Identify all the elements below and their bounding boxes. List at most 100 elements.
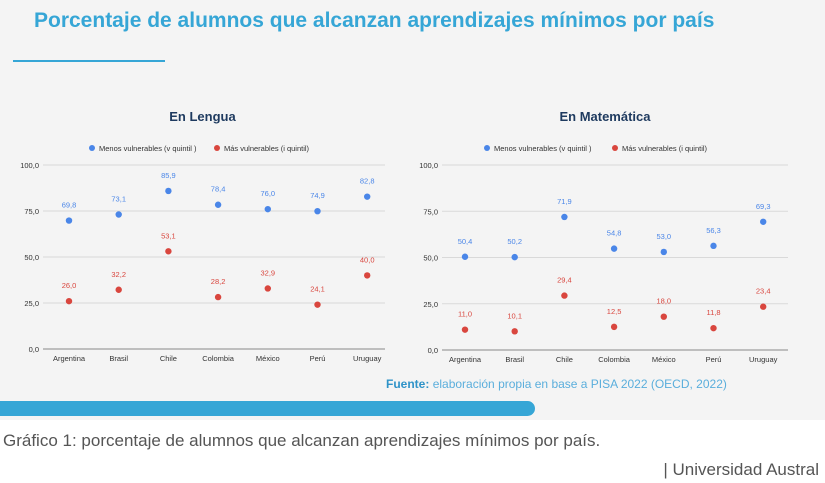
data-point — [760, 218, 767, 225]
x-tick-label: Argentina — [449, 355, 482, 364]
data-label: 53,0 — [656, 232, 671, 241]
source-text: elaboración propia en base a PISA 2022 (… — [432, 377, 727, 391]
x-tick-label: Uruguay — [353, 354, 382, 363]
x-tick-label: Perú — [706, 355, 722, 364]
y-tick-label: 75,0 — [24, 207, 39, 216]
data-label: 56,3 — [706, 226, 721, 235]
data-point — [660, 248, 667, 256]
legend-label-1: Menos vulnerables (v quintil ) — [494, 144, 592, 153]
data-label: 40,0 — [360, 255, 375, 264]
data-point — [461, 326, 469, 333]
y-tick-label: 0,0 — [428, 346, 438, 355]
legend-marker-2 — [214, 145, 220, 151]
data-label: 53,1 — [161, 231, 176, 240]
data-label: 82,8 — [360, 177, 375, 186]
data-point — [214, 201, 222, 208]
x-tick-label: México — [652, 355, 676, 364]
data-label: 54,8 — [607, 229, 622, 238]
data-point — [610, 245, 618, 252]
x-tick-label: México — [256, 354, 280, 363]
y-tick-label: 50,0 — [423, 254, 438, 263]
data-label: 73,1 — [111, 194, 126, 203]
legend-marker-2 — [612, 145, 618, 151]
x-tick-label: Argentina — [53, 354, 86, 363]
x-tick-label: Uruguay — [749, 355, 778, 364]
data-label: 32,9 — [260, 268, 275, 277]
y-tick-label: 75,0 — [423, 207, 438, 216]
data-point — [610, 323, 618, 331]
data-point — [314, 301, 321, 308]
data-point — [165, 248, 172, 255]
legend-label-2: Más vulnerables (i quintil) — [224, 144, 310, 153]
data-label: 50,2 — [507, 237, 522, 246]
x-tick-label: Colombia — [202, 354, 235, 363]
x-tick-label: Brasil — [109, 354, 128, 363]
data-label: 50,4 — [458, 237, 473, 246]
data-point — [65, 297, 73, 305]
data-point — [364, 193, 371, 200]
data-label: 11,8 — [706, 308, 720, 317]
data-point — [660, 313, 667, 320]
data-label: 18,0 — [656, 297, 671, 306]
data-label: 28,2 — [211, 277, 226, 286]
data-label: 29,4 — [557, 276, 572, 285]
legend-marker-1 — [484, 145, 490, 151]
data-label: 23,4 — [756, 287, 771, 296]
data-label: 24,1 — [310, 285, 325, 294]
data-point — [364, 272, 371, 279]
data-label: 69,3 — [756, 202, 771, 211]
legend-label-2: Más vulnerables (i quintil) — [622, 144, 708, 153]
data-point — [115, 211, 122, 218]
y-tick-label: 25,0 — [24, 299, 39, 308]
data-label: 12,5 — [607, 307, 622, 316]
data-label: 11,0 — [458, 310, 472, 319]
chart-lengua: En Lengua Menos vulnerables (v quintil ) M… — [20, 109, 385, 363]
data-point — [561, 213, 568, 221]
main-title: Porcentaje de alumnos que alcanzan apren… — [34, 9, 715, 32]
data-point — [115, 286, 122, 293]
data-label: 32,2 — [111, 270, 126, 279]
source-note: Fuente: elaboración propia en base a PIS… — [386, 377, 727, 391]
title-underline — [13, 60, 165, 62]
data-label: 71,9 — [557, 197, 572, 206]
data-point — [511, 253, 518, 261]
data-point — [710, 324, 717, 332]
data-point — [561, 292, 568, 299]
data-label: 26,0 — [62, 281, 77, 290]
source-label: Fuente: — [386, 377, 430, 391]
data-point — [65, 217, 73, 224]
data-point — [710, 242, 717, 250]
chart-title: En Lengua — [169, 109, 236, 124]
y-tick-label: 50,0 — [24, 253, 39, 262]
data-point — [511, 328, 518, 335]
chart-matematica: En Matemática Menos vulnerables (v quinti… — [419, 109, 788, 364]
chart-title: En Matemática — [559, 109, 651, 124]
data-label: 10,1 — [507, 311, 522, 320]
x-tick-label: Colombia — [598, 355, 631, 364]
legend-label-1: Menos vulnerables (v quintil ) — [99, 144, 197, 153]
x-tick-label: Chile — [556, 355, 573, 364]
y-tick-label: 0,0 — [29, 345, 39, 354]
data-label: 74,9 — [310, 191, 325, 200]
legend-marker-1 — [89, 145, 95, 151]
data-label: 69,8 — [62, 201, 77, 210]
infographic: Porcentaje de alumnos que alcanzan apren… — [0, 0, 825, 420]
data-label: 78,4 — [211, 185, 226, 194]
data-point — [314, 207, 321, 215]
y-tick-label: 100,0 — [20, 161, 39, 170]
y-tick-label: 25,0 — [423, 300, 438, 309]
data-label: 76,0 — [260, 189, 275, 198]
x-tick-label: Brasil — [505, 355, 524, 364]
x-tick-label: Chile — [160, 354, 177, 363]
y-tick-label: 100,0 — [419, 161, 438, 170]
x-tick-label: Perú — [310, 354, 326, 363]
data-point — [461, 253, 469, 260]
accent-bar — [0, 401, 535, 416]
data-point — [760, 303, 767, 310]
data-point — [264, 205, 271, 213]
data-point — [165, 187, 172, 195]
data-point — [264, 285, 271, 292]
figure-credit: | Universidad Austral — [663, 460, 819, 479]
data-label: 85,9 — [161, 171, 176, 180]
figure-caption: Gráfico 1: porcentaje de alumnos que alc… — [3, 431, 601, 450]
